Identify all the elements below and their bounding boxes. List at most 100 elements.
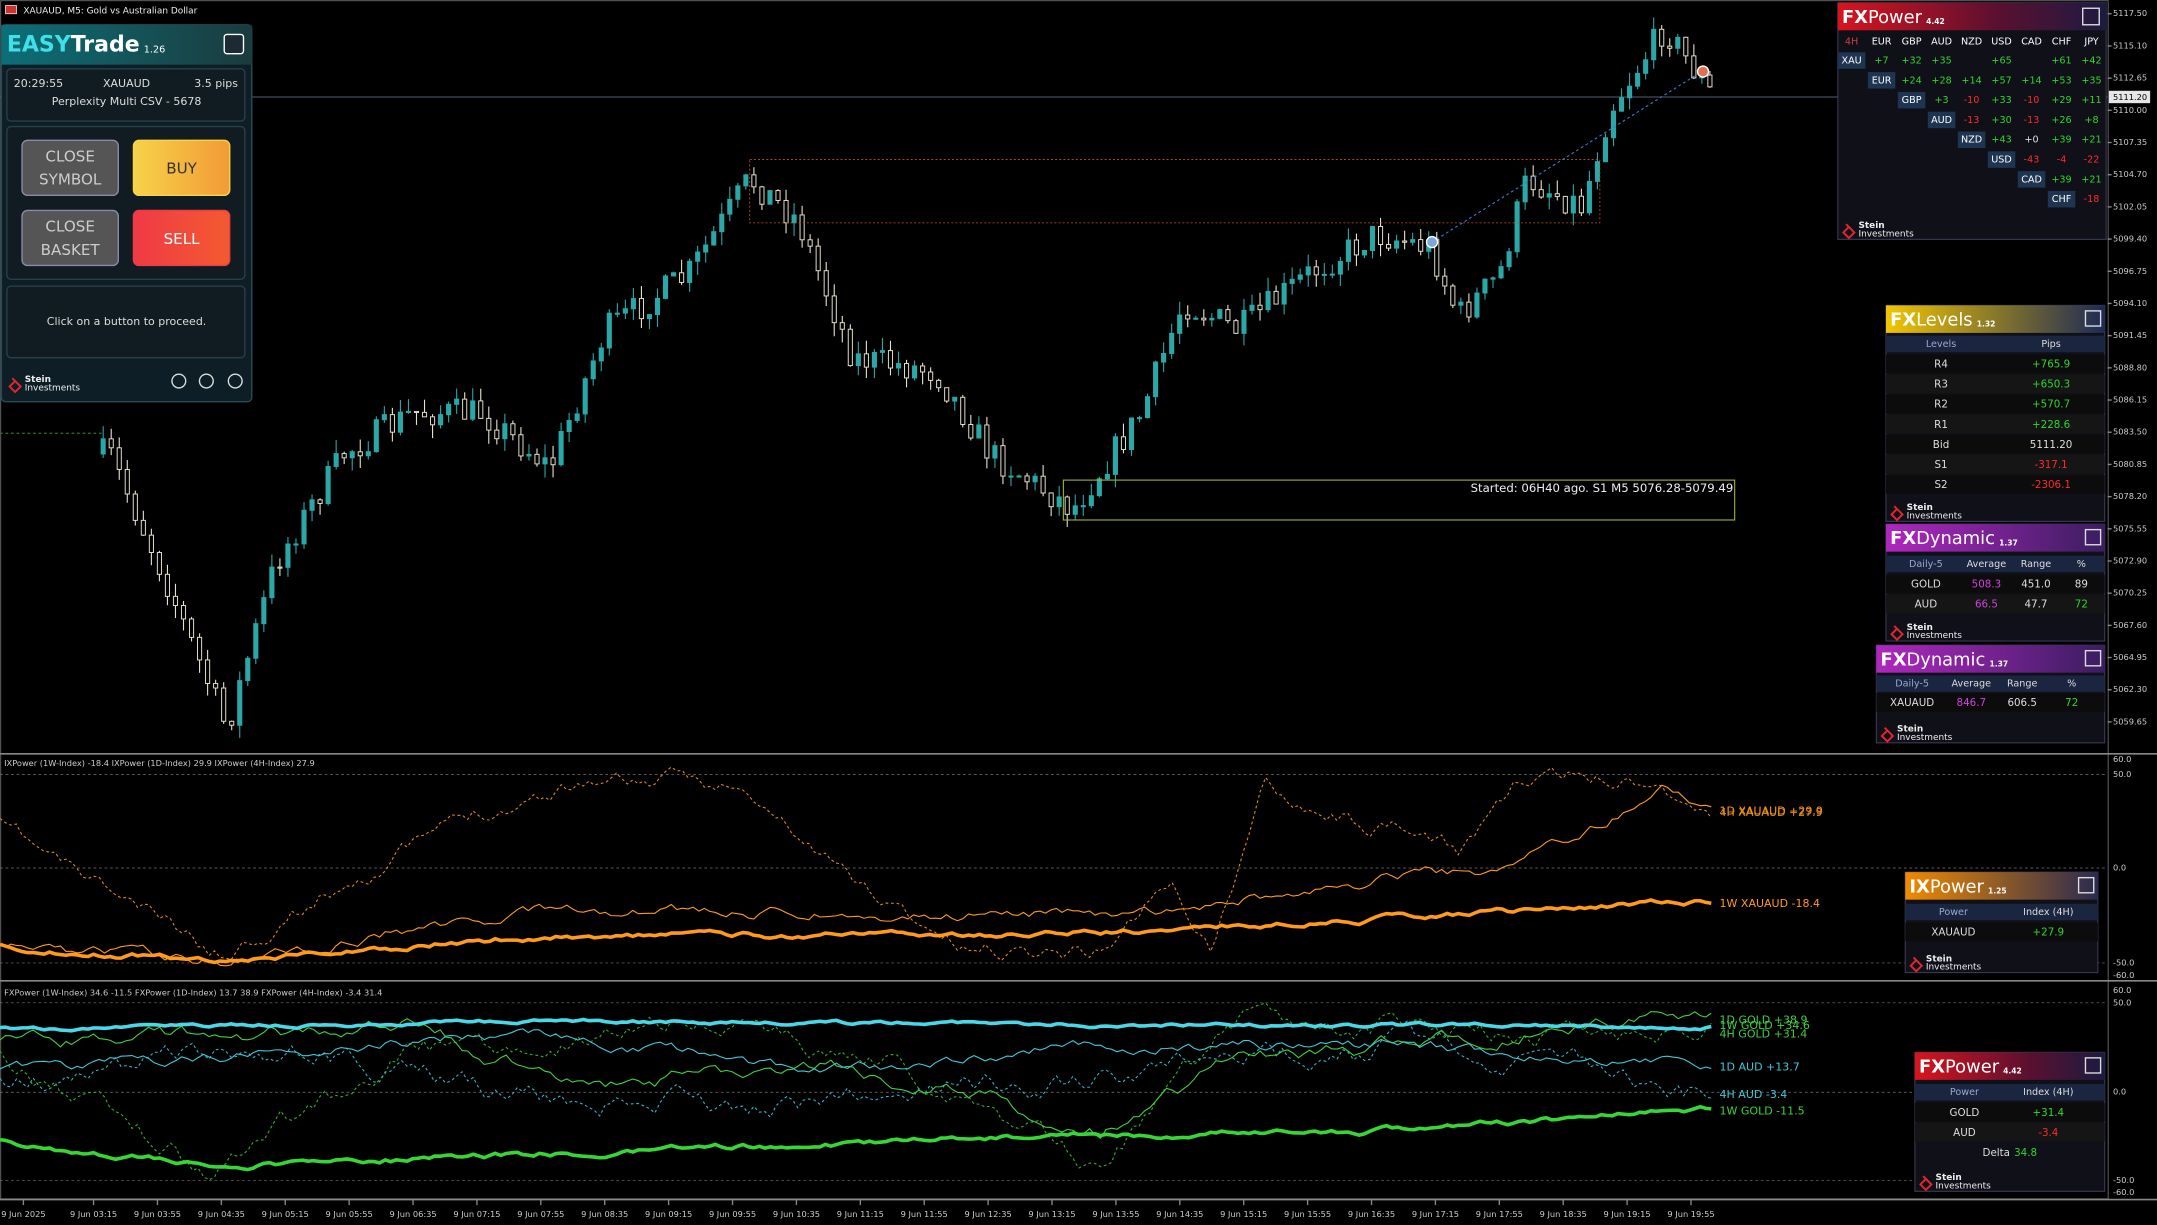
- button-label: CLOSE: [45, 217, 95, 235]
- column-header: USD: [1991, 36, 2012, 47]
- row-bg: [1885, 594, 2105, 614]
- column-header: Range: [2021, 559, 2052, 570]
- button-label: BUY: [166, 160, 197, 178]
- line-label: 1W GOLD -11.5: [1720, 1105, 1805, 1118]
- indicator-line: [0, 1002, 1712, 1181]
- table-cell: +650.3: [2032, 379, 2070, 391]
- candle-body: [1570, 195, 1576, 214]
- column-header: Daily-5: [1895, 679, 1929, 690]
- trade-button[interactable]: [21, 209, 119, 267]
- strength-cell: +11: [2081, 95, 2101, 106]
- candle-body: [775, 190, 781, 201]
- candle-body: [1225, 309, 1231, 322]
- table-cell: 72: [2065, 697, 2078, 709]
- table-cell: +765.9: [2032, 359, 2070, 371]
- candle-body: [446, 403, 452, 416]
- price-label: 5067.60: [2113, 620, 2147, 630]
- candle-body: [1209, 317, 1215, 321]
- strength-cell: +35: [2081, 75, 2101, 86]
- line-label: 1W XAUAUD -18.4: [1720, 897, 1821, 910]
- strength-cell: +21: [2081, 135, 2101, 146]
- candle-body: [1361, 250, 1368, 256]
- logo-text: Investments: [1897, 733, 1953, 743]
- strength-cell: +53: [2051, 75, 2071, 86]
- trade-button[interactable]: [21, 139, 119, 197]
- menu-button[interactable]: [2082, 7, 2100, 26]
- strength-cell: +29: [2051, 95, 2071, 106]
- candle-body: [1659, 28, 1665, 47]
- candle-body: [1353, 239, 1359, 256]
- candle-body: [1546, 193, 1552, 198]
- trade-button[interactable]: [132, 139, 231, 197]
- panel-header: [1, 24, 252, 65]
- indicator-line: [0, 1028, 1712, 1073]
- candle-body: [1482, 278, 1488, 294]
- menu-button[interactable]: [2084, 649, 2102, 667]
- table-cell: AUD: [1953, 1127, 1976, 1139]
- table-cell: XAUAUD: [1890, 697, 1934, 709]
- row-label-bg: [1927, 111, 1956, 129]
- footer-icon[interactable]: [171, 373, 187, 389]
- line-label: 1W GOLD +34.6: [1720, 1019, 1810, 1032]
- footer-icon[interactable]: [227, 373, 243, 389]
- candle-body: [895, 363, 902, 369]
- price-label: 5059.65: [2113, 716, 2147, 726]
- price-label: 5072.90: [2113, 555, 2147, 565]
- candle-body: [1506, 251, 1512, 268]
- price-label: 5080.85: [2113, 459, 2147, 469]
- candle-body: [213, 682, 219, 689]
- footer-icon[interactable]: [198, 373, 214, 389]
- exit-marker: [1696, 65, 1710, 78]
- indicator-line: [0, 1011, 1712, 1139]
- candle-body: [1096, 478, 1102, 497]
- candle-body: [108, 438, 114, 449]
- strength-cell: +33: [1991, 95, 2011, 106]
- candle-body: [261, 597, 267, 625]
- row-label-bg: [1837, 52, 1866, 69]
- row-bg: [1885, 354, 2105, 374]
- panel-name: Power: [1930, 876, 1985, 897]
- candle-body: [1514, 201, 1520, 253]
- menu-button[interactable]: [2084, 310, 2102, 327]
- candle-body: [887, 350, 894, 369]
- logo-text: Investments: [1926, 963, 1982, 973]
- candle-body: [1635, 72, 1641, 87]
- table-cell: 47.7: [2024, 599, 2047, 611]
- logo-text: Investments: [1907, 511, 1963, 521]
- candle-body: [285, 543, 291, 568]
- candle-body: [1120, 436, 1127, 451]
- column-header: %: [2067, 679, 2076, 690]
- clock: 20:29:55: [14, 77, 63, 90]
- logo-icon: [1890, 505, 1904, 522]
- candle-body: [1490, 277, 1496, 280]
- candle-body: [1418, 239, 1424, 252]
- candle-body: [1249, 304, 1255, 311]
- panel-brand: FXPower 4.42: [1919, 1056, 2022, 1077]
- panel-header: [1885, 524, 2105, 552]
- candle-body: [470, 400, 476, 420]
- candle-body: [1450, 285, 1456, 306]
- menu-button[interactable]: [2084, 528, 2102, 546]
- panel-brand: EASYTrade 1.26: [7, 32, 165, 57]
- session-box: [1062, 479, 1736, 521]
- candle-body: [944, 387, 950, 402]
- candle-body: [912, 365, 918, 379]
- menu-button[interactable]: [2077, 876, 2095, 894]
- indicator-axis-label: -50.0: [2113, 957, 2134, 967]
- time-label: 9 Jun 03:55: [134, 1209, 181, 1219]
- candle-body: [1321, 273, 1327, 276]
- entry-marker: [1425, 235, 1439, 249]
- candle-body: [1610, 110, 1617, 139]
- trade-button[interactable]: [132, 209, 231, 267]
- candle-body: [558, 431, 564, 466]
- candle-body: [1008, 475, 1014, 478]
- candle-body: [1602, 137, 1609, 163]
- indicator-header: IXPower (1W-Index) -18.4 IXPower (1D-Ind…: [4, 758, 315, 768]
- menu-button[interactable]: [2084, 1057, 2102, 1074]
- candle-body: [1530, 175, 1536, 191]
- minimize-button[interactable]: [223, 33, 245, 55]
- strength-cell: +3: [1934, 95, 1948, 106]
- row-bg: [1885, 394, 2105, 414]
